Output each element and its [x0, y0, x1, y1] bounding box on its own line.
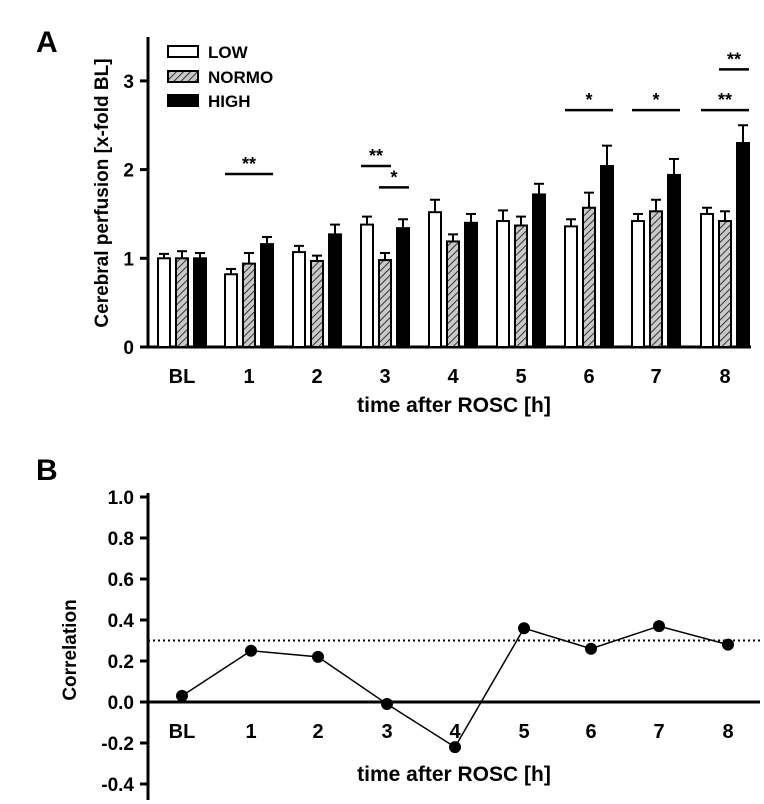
bar-normo [242, 262, 256, 349]
legend-swatch-high [167, 94, 199, 107]
x-tick-label: BL [169, 721, 196, 743]
bar-low [292, 251, 306, 348]
panel-a-label: A [36, 26, 58, 59]
x-tick-label: 2 [312, 721, 323, 743]
x-tick-label: 8 [719, 366, 730, 388]
x-tick-label: BL [169, 366, 196, 388]
significance-label: * [390, 167, 397, 187]
bar-high [396, 227, 410, 348]
data-point [449, 741, 461, 754]
y-tick-label: 3 [123, 72, 134, 93]
bar-high [328, 233, 342, 348]
panel-b-ylabel: Correlation [60, 599, 81, 700]
legend-label-high: HIGH [208, 92, 251, 111]
data-point [245, 644, 257, 657]
x-tick-label: 1 [245, 721, 256, 743]
bar-high [464, 221, 478, 349]
bar-normo [378, 259, 392, 349]
panel-a-xlabel: time after ROSC [h] [357, 394, 551, 417]
x-tick-label: 8 [722, 721, 733, 743]
y-tick-label: 0.6 [108, 570, 134, 591]
bar-low [428, 211, 442, 348]
data-point [381, 698, 393, 711]
bar-high [193, 257, 207, 348]
y-tick-label: 0.0 [108, 693, 134, 714]
bar-high [600, 165, 614, 348]
bar-normo [310, 259, 324, 348]
bar-low [564, 225, 578, 348]
panel-b-plot: 1.0 0.8 0.6 0.4 0.2 0.0 -0.2 -0.4 BL 1 2 3 4 5 6 7 8 [101, 488, 760, 800]
y-tick-label: 2 [123, 161, 134, 182]
bar-normo [582, 206, 596, 348]
y-tick-label: -0.4 [101, 775, 134, 796]
data-point [722, 638, 734, 651]
bar-high [532, 193, 546, 348]
x-tick-label: 7 [650, 366, 661, 388]
data-point [312, 650, 324, 663]
y-tick-label: 1 [123, 249, 134, 270]
bar-low [631, 220, 645, 349]
x-tick-label: 6 [583, 366, 594, 388]
data-point [653, 620, 665, 633]
data-point [176, 689, 188, 702]
bar-normo [175, 257, 189, 348]
y-tick-label: 0.8 [108, 529, 134, 550]
legend-label-low: LOW [208, 43, 249, 62]
x-tick-label: 5 [518, 721, 529, 743]
y-tick-label: 0.4 [108, 611, 135, 632]
significance-label: ** [718, 90, 732, 110]
bar-high [667, 173, 681, 348]
legend-swatch-normo [167, 70, 199, 83]
legend-label-normo: NORMO [208, 68, 273, 87]
bar-low [360, 223, 374, 348]
y-tick-label: 1.0 [108, 488, 134, 509]
x-tick-label: 5 [515, 366, 526, 388]
significance-label: ** [727, 49, 741, 69]
bar-normo [718, 220, 732, 349]
bar-high [736, 141, 750, 348]
bar-low [224, 273, 238, 348]
bar-normo [514, 224, 528, 348]
y-tick-label: 0.2 [108, 652, 134, 673]
panel-b-xlabel: time after ROSC [h] [357, 763, 551, 786]
legend-swatch-low [167, 45, 199, 58]
significance-label: * [652, 90, 659, 110]
bar-low [700, 212, 714, 348]
data-point [518, 622, 530, 635]
bar-low [157, 257, 171, 348]
y-tick-label: -0.2 [101, 734, 134, 755]
x-tick-label: 7 [653, 721, 664, 743]
data-point [585, 642, 597, 655]
bar-normo [446, 240, 460, 349]
bar-high [260, 243, 274, 348]
y-tick-label: 0 [123, 338, 134, 359]
significance-label: * [585, 90, 592, 110]
x-tick-label: 3 [381, 721, 392, 743]
x-tick-label: 2 [311, 366, 322, 388]
x-tick-label: 1 [243, 366, 254, 388]
panel-b-label: B [36, 454, 58, 487]
panel-a-ylabel: Cerebral perfusion [x-fold BL] [92, 58, 113, 327]
x-tick-label: 6 [585, 721, 596, 743]
x-tick-label: 4 [447, 366, 459, 388]
x-tick-label: 3 [379, 366, 390, 388]
bar-low [496, 220, 510, 349]
significance-label: ** [242, 154, 256, 174]
significance-label: ** [369, 146, 383, 166]
x-tick-label: 4 [449, 721, 461, 743]
bar-normo [649, 210, 663, 348]
